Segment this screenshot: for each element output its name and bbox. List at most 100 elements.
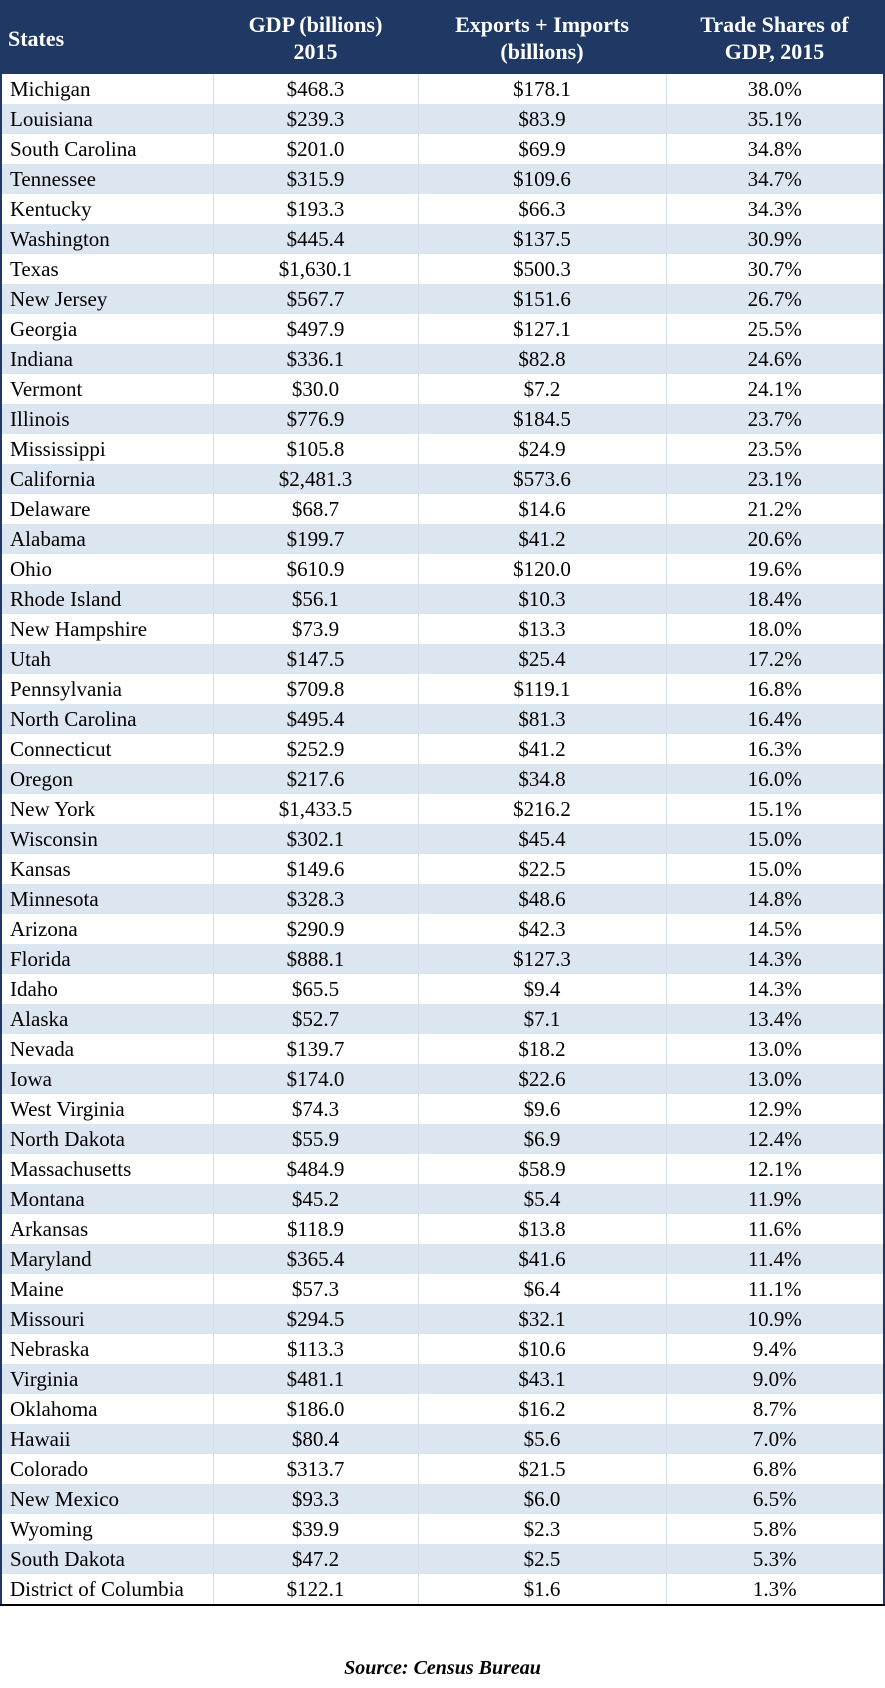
table-row: Vermont $30.0 $7.2 24.1% [1, 374, 884, 404]
trade-cell: $41.6 [418, 1244, 667, 1274]
state-cell: South Dakota [1, 1544, 214, 1574]
gdp-cell: $39.9 [213, 1514, 419, 1544]
trade-cell: $151.6 [418, 284, 667, 314]
table-row: Alaska $52.7 $7.1 13.4% [1, 1004, 884, 1034]
state-cell: Wisconsin [1, 824, 214, 854]
share-cell: 18.4% [666, 584, 884, 614]
share-cell: 11.1% [666, 1274, 884, 1304]
share-cell: 18.0% [666, 614, 884, 644]
state-cell: Kansas [1, 854, 214, 884]
share-cell: 15.0% [666, 854, 884, 884]
table-row: Washington $445.4 $137.5 30.9% [1, 224, 884, 254]
gdp-cell: $336.1 [213, 344, 419, 374]
gdp-cell: $1,630.1 [213, 254, 419, 284]
table-row: Maryland $365.4 $41.6 11.4% [1, 1244, 884, 1274]
share-cell: 6.5% [666, 1484, 884, 1514]
table-row: Delaware $68.7 $14.6 21.2% [1, 494, 884, 524]
table-row: Utah $147.5 $25.4 17.2% [1, 644, 884, 674]
trade-cell: $6.0 [418, 1484, 667, 1514]
column-header-gdp-line2: 2015 [293, 39, 338, 64]
table-row: Nebraska $113.3 $10.6 9.4% [1, 1334, 884, 1364]
gdp-cell: $290.9 [213, 914, 419, 944]
gdp-cell: $52.7 [213, 1004, 419, 1034]
column-header-share-line1: Trade Shares of [700, 12, 849, 37]
table-header: States GDP (billions) 2015 Exports + Imp… [1, 1, 884, 74]
trade-cell: $119.1 [418, 674, 667, 704]
trade-cell: $137.5 [418, 224, 667, 254]
table-row: Wisconsin $302.1 $45.4 15.0% [1, 824, 884, 854]
state-cell: Illinois [1, 404, 214, 434]
share-cell: 11.6% [666, 1214, 884, 1244]
gdp-cell: $201.0 [213, 134, 419, 164]
trade-cell: $6.9 [418, 1124, 667, 1154]
share-cell: 14.8% [666, 884, 884, 914]
table-row: Arkansas $118.9 $13.8 11.6% [1, 1214, 884, 1244]
table-row: Virginia $481.1 $43.1 9.0% [1, 1364, 884, 1394]
trade-cell: $66.3 [418, 194, 667, 224]
state-cell: Pennsylvania [1, 674, 214, 704]
state-cell: New York [1, 794, 214, 824]
table-row: South Dakota $47.2 $2.5 5.3% [1, 1544, 884, 1574]
gdp-cell: $47.2 [213, 1544, 419, 1574]
trade-cell: $24.9 [418, 434, 667, 464]
trade-cell: $5.6 [418, 1424, 667, 1454]
gdp-cell: $149.6 [213, 854, 419, 884]
table-row: Tennessee $315.9 $109.6 34.7% [1, 164, 884, 194]
gdp-cell: $776.9 [213, 404, 419, 434]
table-row: Connecticut $252.9 $41.2 16.3% [1, 734, 884, 764]
state-cell: Kentucky [1, 194, 214, 224]
share-cell: 12.1% [666, 1154, 884, 1184]
trade-cell: $43.1 [418, 1364, 667, 1394]
trade-cell: $18.2 [418, 1034, 667, 1064]
column-header-share-line2: GDP, 2015 [724, 39, 825, 64]
trade-cell: $9.6 [418, 1094, 667, 1124]
table-row: Nevada $139.7 $18.2 13.0% [1, 1034, 884, 1064]
gdp-cell: $302.1 [213, 824, 419, 854]
share-cell: 1.3% [666, 1574, 884, 1606]
trade-cell: $13.3 [418, 614, 667, 644]
state-cell: Florida [1, 944, 214, 974]
trade-cell: $16.2 [418, 1394, 667, 1424]
share-cell: 5.8% [666, 1514, 884, 1544]
state-cell: Mississippi [1, 434, 214, 464]
column-header-states: States [1, 1, 213, 74]
share-cell: 25.5% [666, 314, 884, 344]
share-cell: 11.4% [666, 1244, 884, 1274]
share-cell: 12.4% [666, 1124, 884, 1154]
trade-cell: $42.3 [418, 914, 667, 944]
trade-cell: $32.1 [418, 1304, 667, 1334]
share-cell: 30.7% [666, 254, 884, 284]
trade-cell: $120.0 [418, 554, 667, 584]
trade-cell: $45.4 [418, 824, 667, 854]
share-cell: 34.7% [666, 164, 884, 194]
column-header-gdp-line1: GDP (billions) [248, 12, 383, 37]
table-row: Kentucky $193.3 $66.3 34.3% [1, 194, 884, 224]
state-cell: Montana [1, 1184, 214, 1214]
table-row: Florida $888.1 $127.3 14.3% [1, 944, 884, 974]
table-row: District of Columbia $122.1 $1.6 1.3% [1, 1574, 884, 1606]
table-row: Texas $1,630.1 $500.3 30.7% [1, 254, 884, 284]
share-cell: 6.8% [666, 1454, 884, 1484]
state-cell: Vermont [1, 374, 214, 404]
trade-cell: $58.9 [418, 1154, 667, 1184]
column-header-trade-line2: (billions) [500, 39, 584, 64]
gdp-cell: $139.7 [213, 1034, 419, 1064]
trade-cell: $127.3 [418, 944, 667, 974]
table-row: Mississippi $105.8 $24.9 23.5% [1, 434, 884, 464]
gdp-cell: $73.9 [213, 614, 419, 644]
state-cell: Maryland [1, 1244, 214, 1274]
gdp-cell: $468.3 [213, 74, 419, 104]
trade-cell: $83.9 [418, 104, 667, 134]
share-cell: 30.9% [666, 224, 884, 254]
share-cell: 35.1% [666, 104, 884, 134]
table-row: New Hampshire $73.9 $13.3 18.0% [1, 614, 884, 644]
share-cell: 14.3% [666, 944, 884, 974]
table-row: Maine $57.3 $6.4 11.1% [1, 1274, 884, 1304]
gdp-cell: $328.3 [213, 884, 419, 914]
share-cell: 19.6% [666, 554, 884, 584]
state-cell: District of Columbia [1, 1574, 214, 1606]
trade-cell: $7.1 [418, 1004, 667, 1034]
state-cell: Alabama [1, 524, 214, 554]
trade-cell: $127.1 [418, 314, 667, 344]
